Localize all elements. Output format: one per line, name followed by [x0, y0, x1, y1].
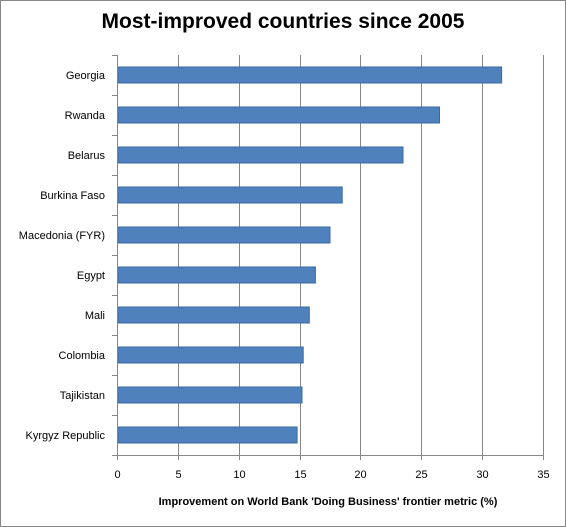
x-axis-title: Improvement on World Bank 'Doing Busines… — [159, 496, 498, 508]
x-tick-label: 25 — [415, 469, 427, 481]
axes — [112, 55, 544, 460]
x-tick-label: 5 — [175, 469, 181, 481]
category-label: Mali — [85, 310, 105, 322]
x-tick-label: 20 — [354, 469, 366, 481]
x-tick-label: 10 — [233, 469, 245, 481]
bar-egypt — [117, 266, 316, 284]
category-label: Tajikistan — [60, 390, 105, 402]
x-tick-label: 15 — [294, 469, 306, 481]
bar-rwanda — [117, 106, 440, 124]
bar-kyrgyz-republic — [117, 426, 298, 444]
category-label: Kyrgyz Republic — [26, 430, 106, 442]
x-tick-label: 35 — [537, 469, 549, 481]
category-label: Georgia — [66, 70, 106, 82]
bar-macedonia-fyr — [117, 226, 331, 244]
category-labels: Georgia Rwanda Belarus Burkina Faso Macedoni… — [19, 70, 106, 442]
bars — [117, 66, 503, 444]
bar-mali — [117, 306, 310, 324]
category-label: Burkina Faso — [40, 190, 105, 202]
bar-tajikistan — [117, 386, 303, 404]
tick-labels: 0 5 10 15 20 25 30 35 — [114, 469, 549, 481]
chart-title: Most-improved countries since 2005 — [101, 10, 465, 33]
category-label: Rwanda — [65, 110, 106, 122]
x-tick-label: 0 — [114, 469, 120, 481]
bar-burkina-faso — [117, 186, 343, 204]
bar-georgia — [117, 66, 503, 84]
category-label: Belarus — [68, 150, 106, 162]
bar-colombia — [117, 346, 304, 364]
category-label: Colombia — [59, 350, 106, 362]
category-label: Egypt — [77, 270, 105, 282]
bar-belarus — [117, 146, 404, 164]
category-label: Macedonia (FYR) — [19, 230, 105, 242]
x-tick-label: 30 — [476, 469, 488, 481]
